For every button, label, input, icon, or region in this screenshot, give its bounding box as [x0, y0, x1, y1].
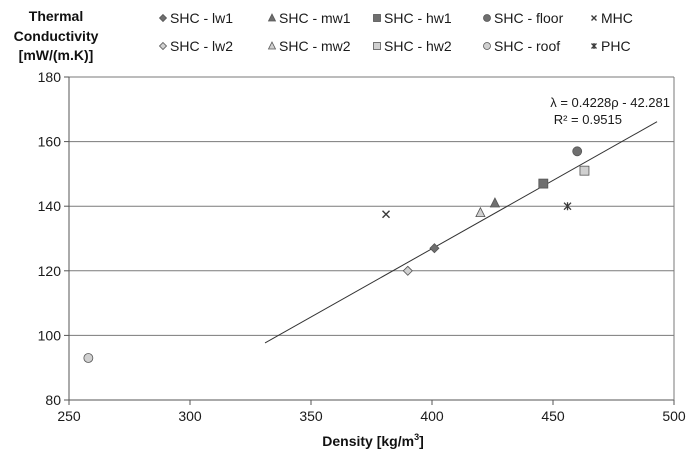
data-point-phc-0 [563, 202, 572, 211]
x-axis-title: Density [kg/m3] [322, 432, 424, 449]
legend-label-shc-mw2: SHC - mw2 [279, 38, 351, 54]
x-tick-label-400: 400 [420, 408, 444, 424]
legend-marker-shc-floor [483, 14, 491, 22]
x-tick-label-350: 350 [299, 408, 323, 424]
legend-label-mhc: MHC [601, 10, 633, 26]
data-point-shc-hw1-0 [538, 178, 549, 189]
trendline-equation: λ = 0.4228ρ - 42.281 [550, 95, 670, 110]
y-axis-title-line-1: Thermal [29, 8, 83, 24]
y-tick-label-80: 80 [45, 392, 61, 408]
legend-marker-shc-hw2 [373, 42, 381, 50]
legend-label-phc: PHC [601, 38, 631, 54]
y-tick-label-140: 140 [38, 198, 62, 214]
y-axis-title-line-2: Conductivity [14, 28, 99, 44]
x-axis-title-main: Density [kg/m [322, 433, 414, 449]
legend-marker-shc-lw2 [158, 41, 168, 51]
data-point-shc-lw1-0 [429, 243, 440, 254]
axes [64, 76, 675, 405]
data-point-shc-floor-0 [572, 146, 583, 157]
legend-marker-shc-roof [483, 42, 491, 50]
x-tick-label-500: 500 [662, 408, 686, 424]
x-tick-labels: 250 300 350 400 450 500 [57, 408, 686, 424]
data-point-mhc-0 [382, 210, 391, 219]
data-point-shc-mw1-0 [489, 197, 501, 208]
legend-marker-shc-lw1 [158, 13, 168, 23]
y-axis-title-line-3: [mW/(m.K)] [19, 47, 94, 63]
data-point-shc-lw2-0 [402, 265, 413, 276]
legend-marker-mhc [591, 15, 597, 21]
x-tick-label-300: 300 [178, 408, 202, 424]
legend-label-shc-floor: SHC - floor [494, 10, 564, 26]
legend-marker-shc-hw1 [373, 14, 381, 22]
legend-label-shc-hw2: SHC - hw2 [384, 38, 452, 54]
legend: SHC - lw1 SHC - mw1 SHC - hw1 SHC - floor MH… [158, 10, 633, 54]
trendline-r-squared: R² = 0.9515 [554, 112, 622, 127]
x-axis-title-superscript: 3 [414, 432, 419, 442]
trendline [264, 121, 658, 344]
x-tick-label-450: 450 [541, 408, 565, 424]
x-tick-label-250: 250 [57, 408, 81, 424]
data-point-shc-mw2-0 [475, 206, 486, 218]
data-point-shc-roof-0 [83, 353, 94, 363]
y-tick-labels: 80 100 120 140 160 180 [38, 69, 62, 408]
y-tick-label-180: 180 [38, 69, 62, 85]
x-axis-title-end: ] [419, 433, 424, 449]
legend-marker-shc-mw1 [267, 13, 277, 22]
data-points [83, 146, 590, 363]
y-tick-label-120: 120 [38, 263, 62, 279]
data-point-shc-hw2-0 [579, 165, 590, 176]
y-tick-label-100: 100 [38, 327, 62, 343]
legend-label-shc-lw2: SHC - lw2 [170, 38, 233, 54]
trendline-group [264, 121, 658, 344]
legend-label-shc-mw1: SHC - mw1 [279, 10, 351, 26]
legend-label-shc-hw1: SHC - hw1 [384, 10, 452, 26]
y-tick-label-160: 160 [38, 134, 62, 150]
legend-label-shc-lw1: SHC - lw1 [170, 10, 233, 26]
legend-marker-shc-mw2 [267, 41, 277, 50]
legend-marker-phc [591, 43, 597, 49]
legend-label-shc-roof: SHC - roof [494, 38, 560, 54]
